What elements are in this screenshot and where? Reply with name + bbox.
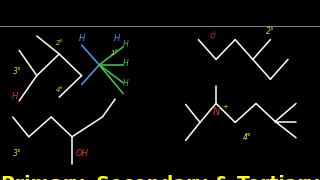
- Text: 4°: 4°: [243, 133, 252, 142]
- Text: H: H: [78, 34, 85, 43]
- Text: 1°: 1°: [110, 50, 118, 56]
- Text: 2°: 2°: [266, 27, 274, 36]
- Text: +: +: [222, 104, 228, 110]
- Text: H: H: [123, 40, 129, 49]
- Text: 4°: 4°: [56, 87, 64, 93]
- Text: c): c): [210, 31, 217, 40]
- Text: 3°: 3°: [13, 149, 21, 158]
- Text: 3°: 3°: [13, 67, 21, 76]
- Text: H: H: [12, 92, 19, 101]
- Text: Primary, Secondary & Tertiary: Primary, Secondary & Tertiary: [1, 175, 319, 180]
- Text: H: H: [123, 79, 129, 88]
- Text: H: H: [123, 59, 129, 68]
- Text: N: N: [213, 107, 220, 117]
- Text: H: H: [114, 34, 120, 43]
- Text: 2°: 2°: [56, 40, 64, 46]
- Text: OH: OH: [75, 149, 88, 158]
